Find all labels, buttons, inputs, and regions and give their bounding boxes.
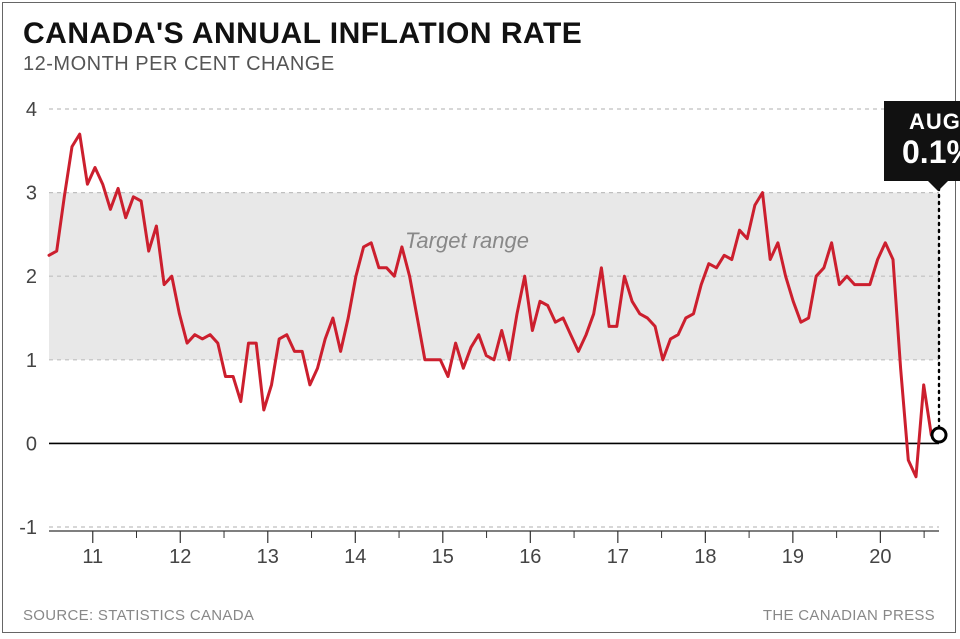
svg-text:13: 13 — [257, 546, 279, 568]
svg-text:1: 1 — [26, 350, 37, 372]
svg-text:15: 15 — [432, 546, 454, 568]
latest-value-callout: AUG. 0.1% — [884, 101, 960, 181]
svg-text:-1: -1 — [19, 517, 37, 539]
target-range-label: Target range — [405, 228, 529, 254]
svg-text:18: 18 — [694, 546, 716, 568]
source-label: SOURCE: STATISTICS CANADA — [23, 607, 254, 624]
svg-text:16: 16 — [519, 546, 541, 568]
callout-value: 0.1% — [902, 134, 960, 171]
chart-title: CANADA'S ANNUAL INFLATION RATE — [3, 3, 955, 53]
svg-text:12: 12 — [169, 546, 191, 568]
callout-month: AUG. — [902, 109, 960, 134]
chart-subtitle: 12-MONTH PER CENT CHANGE — [3, 53, 955, 76]
svg-text:4: 4 — [26, 99, 37, 121]
svg-text:19: 19 — [782, 546, 804, 568]
svg-text:3: 3 — [26, 183, 37, 205]
chart-footer: SOURCE: STATISTICS CANADA THE CANADIAN P… — [23, 607, 935, 624]
chart-container: CANADA'S ANNUAL INFLATION RATE 12-MONTH … — [2, 2, 956, 633]
svg-text:20: 20 — [869, 546, 891, 568]
chart-svg: -10123411121314151617181920 — [3, 91, 957, 589]
svg-text:2: 2 — [26, 266, 37, 288]
credit-label: THE CANADIAN PRESS — [763, 607, 935, 624]
svg-text:14: 14 — [344, 546, 366, 568]
svg-text:11: 11 — [82, 546, 103, 568]
chart-area: -10123411121314151617181920 Target range… — [3, 91, 957, 589]
svg-text:0: 0 — [26, 433, 37, 455]
svg-text:17: 17 — [607, 546, 629, 568]
